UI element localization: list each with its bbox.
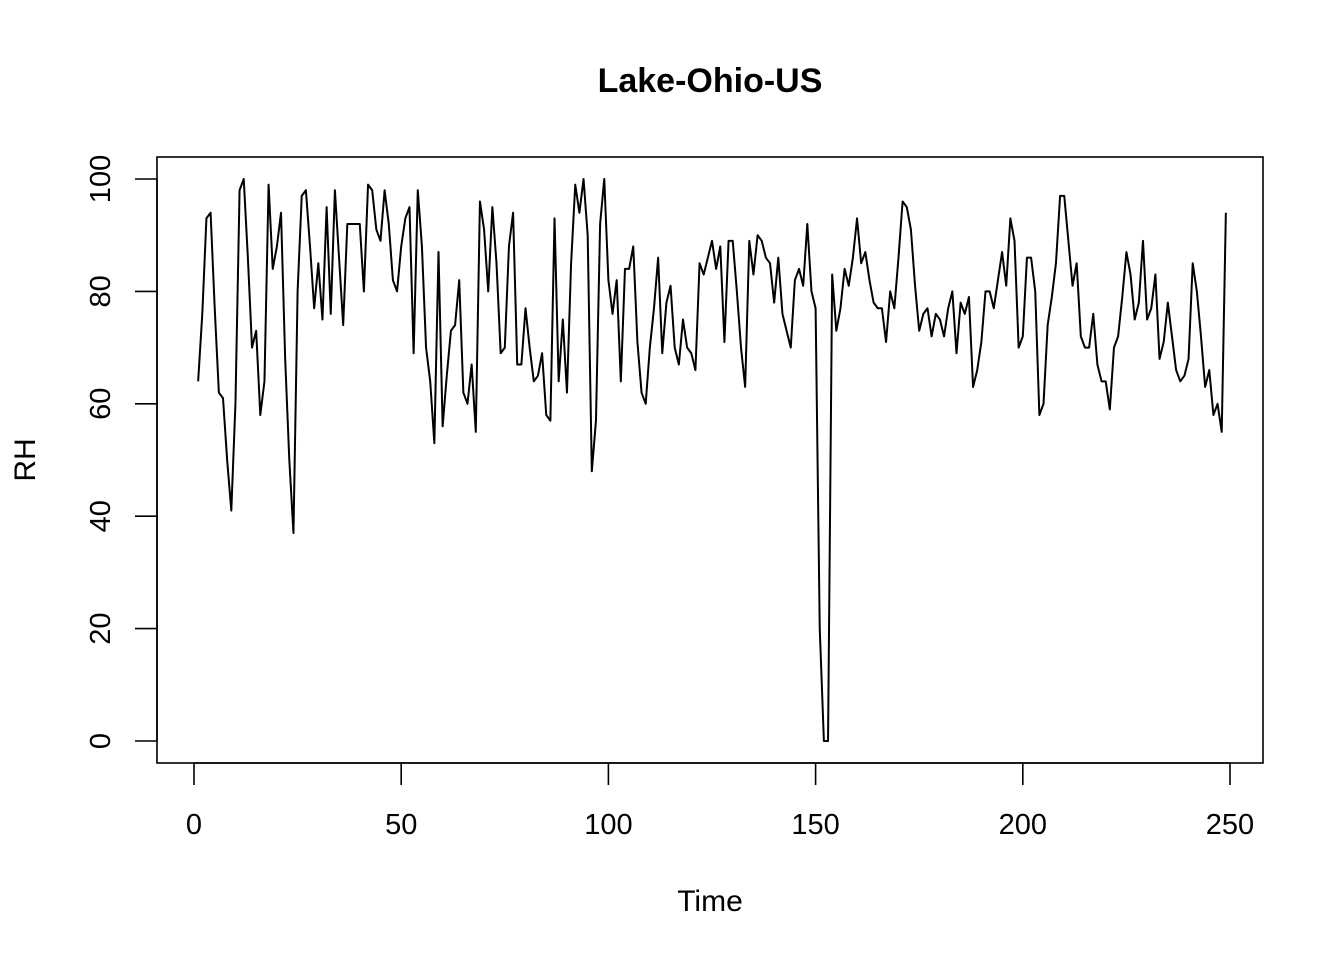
y-axis: 0 20 40 60 80 100 bbox=[85, 155, 158, 749]
y-tick-label: 80 bbox=[85, 275, 117, 307]
series-line-rh bbox=[197, 178, 1227, 742]
x-tick-label: 150 bbox=[791, 809, 839, 841]
y-tick-label: 20 bbox=[85, 612, 117, 644]
x-tick-label: 250 bbox=[1206, 809, 1254, 841]
x-tick-label: 100 bbox=[584, 809, 632, 841]
y-tick-label: 60 bbox=[85, 388, 117, 420]
x-axis-label: Time bbox=[677, 885, 743, 918]
y-axis-label: RH bbox=[9, 438, 42, 481]
y-tick-label: 40 bbox=[85, 500, 117, 532]
x-tick-label: 50 bbox=[385, 809, 417, 841]
x-tick-label: 200 bbox=[999, 809, 1047, 841]
y-tick-label: 100 bbox=[85, 155, 117, 203]
x-axis: 0 50 100 150 200 250 bbox=[186, 762, 1254, 841]
x-tick-label: 0 bbox=[186, 809, 202, 841]
y-tick-label: 0 bbox=[85, 733, 117, 749]
chart-title: Lake-Ohio-US bbox=[598, 62, 823, 100]
